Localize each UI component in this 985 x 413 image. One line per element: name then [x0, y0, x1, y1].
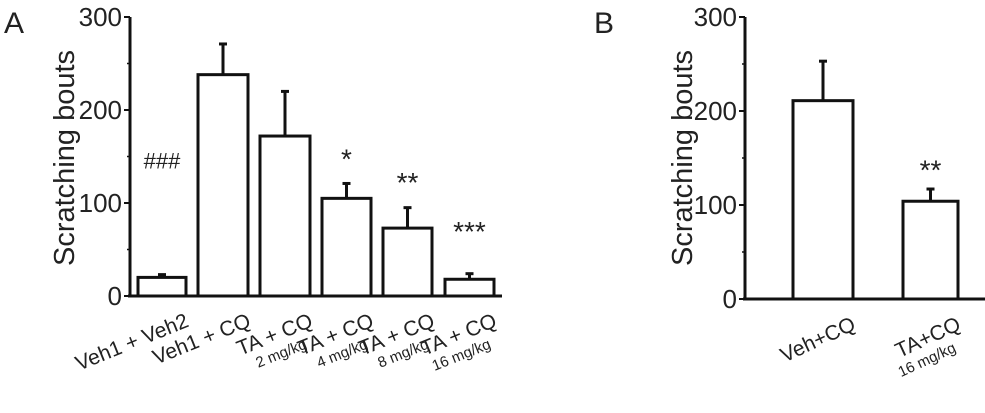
significance-marker: ###	[144, 149, 181, 174]
bar	[258, 134, 312, 298]
bar	[901, 199, 960, 301]
panel-label: B	[594, 7, 614, 40]
bar	[443, 277, 496, 298]
panel-b: B Scratching bouts 0 100 200 300 Veh+CQ ** TA+…	[594, 2, 985, 381]
y-tick-label: 100	[694, 190, 737, 220]
bar	[791, 99, 855, 301]
x-tick-label-group: Veh+CQ	[777, 313, 859, 368]
bar	[196, 73, 250, 298]
x-tick-label: Veh+CQ	[777, 313, 859, 368]
significance-marker: **	[920, 154, 942, 185]
bar	[320, 196, 373, 298]
y-tick-label: 300	[79, 2, 122, 32]
bar	[136, 275, 188, 298]
y-axis-label: Scratching bouts	[667, 50, 699, 266]
y-tick-label: 0	[723, 284, 737, 314]
y-tick-label: 0	[108, 281, 122, 311]
significance-marker: ***	[453, 216, 486, 247]
y-tick-label: 200	[694, 96, 737, 126]
significance-marker: **	[397, 167, 419, 198]
y-tick-label: 300	[694, 2, 737, 32]
y-tick-label: 100	[79, 188, 122, 218]
y-axis-label: Scratching bouts	[49, 50, 81, 266]
significance-marker: *	[341, 144, 352, 175]
y-tick-label: 200	[79, 95, 122, 125]
panel-label: A	[4, 7, 24, 40]
bar	[381, 226, 434, 298]
